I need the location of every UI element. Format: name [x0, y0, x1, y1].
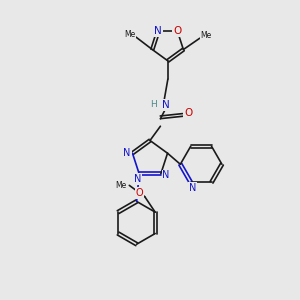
Text: N: N [163, 170, 170, 180]
Text: N: N [162, 100, 169, 110]
Text: O: O [173, 26, 181, 36]
Text: N: N [134, 174, 141, 184]
Text: N: N [188, 183, 196, 193]
Text: O: O [136, 188, 143, 198]
Text: N: N [123, 148, 131, 158]
Text: N: N [154, 26, 162, 36]
Text: Me: Me [116, 181, 127, 190]
Text: Me: Me [201, 31, 212, 40]
Text: O: O [184, 108, 192, 118]
Text: H: H [151, 100, 157, 109]
Text: Me: Me [124, 30, 135, 39]
